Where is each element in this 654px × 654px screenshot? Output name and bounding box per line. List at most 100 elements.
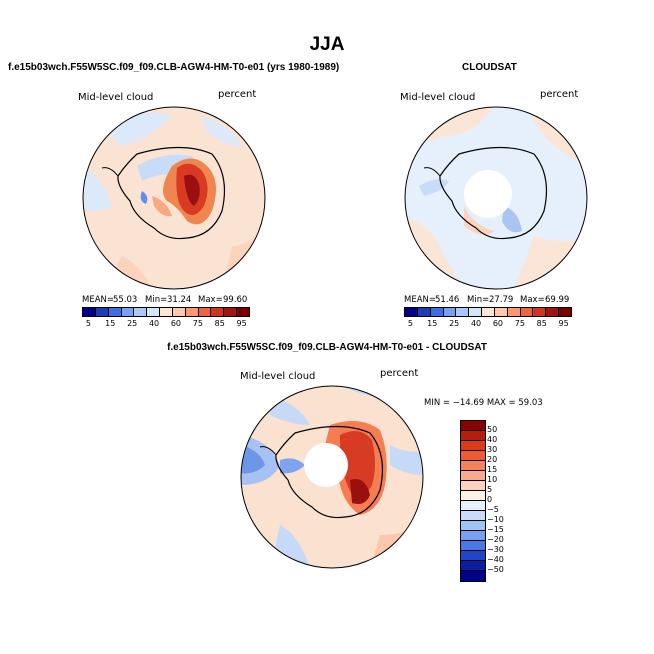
colorbar-swatch xyxy=(134,308,148,316)
colorbar-swatch xyxy=(461,511,485,521)
colorbar-tick-label: 30 xyxy=(487,445,498,454)
colorbar-tick-label: −15 xyxy=(487,525,504,534)
colorbar-swatch xyxy=(172,308,186,316)
colorbar-swatch xyxy=(546,308,560,316)
colorbar-tick-label: 0 xyxy=(487,495,493,504)
colorbar-swatch xyxy=(461,431,485,441)
colorbar-swatch xyxy=(108,308,122,316)
colorbar-tick-label: 5 xyxy=(487,485,493,494)
colorbar-tick-label: −50 xyxy=(487,565,504,574)
colorbar-swatch xyxy=(461,421,485,431)
colorbar-swatch xyxy=(461,501,485,511)
panel1-case-title: f.e15b03wch.F55W5SC.f09_f09.CLB-AGW4-HM-… xyxy=(8,62,340,73)
colorbar-swatch xyxy=(461,531,485,541)
figure-title: JJA xyxy=(309,34,345,55)
colorbar-tick-label: 75 xyxy=(192,319,203,328)
colorbar-swatch xyxy=(469,308,483,316)
colorbar-tick-label: 25 xyxy=(449,319,460,328)
panel2-polar-map xyxy=(404,106,588,290)
colorbar-swatch xyxy=(405,308,418,316)
colorbar-swatch xyxy=(461,551,485,561)
panel2-max-value: 69.99 xyxy=(545,295,570,305)
colorbar-tick-label: 50 xyxy=(487,425,498,434)
colorbar-tick-label: −30 xyxy=(487,545,504,554)
panel1-max-value: 99.60 xyxy=(223,295,248,305)
panel1-colorbar xyxy=(82,307,250,317)
colorbar-swatch xyxy=(185,308,199,316)
colorbar-swatch xyxy=(160,308,173,316)
colorbar-swatch xyxy=(507,308,521,316)
colorbar-tick-label: 5 xyxy=(85,319,91,328)
panel3-units-label: percent xyxy=(380,368,419,379)
panel2-case-title: CLOUDSAT xyxy=(462,62,517,73)
colorbar-tick-label: 60 xyxy=(170,319,182,328)
colorbar-tick-label: 60 xyxy=(492,319,504,328)
colorbar-swatch xyxy=(430,308,444,316)
panel1-min-value: 31.24 xyxy=(167,295,192,305)
colorbar-swatch xyxy=(83,308,96,316)
colorbar-swatch xyxy=(443,308,457,316)
colorbar-swatch xyxy=(224,308,238,316)
panel3-colorbar-ticks: 50 40 30 20 15 10 5 0 −5 −10 −15 −20 −30 −40 −50 xyxy=(487,420,517,580)
panel2-colorbar-ticks: 5 15 25 40 60 75 85 95 xyxy=(404,319,570,329)
colorbar-tick-label: −40 xyxy=(487,555,504,564)
panel2-mean-value: 51.46 xyxy=(435,295,460,305)
colorbar-swatch xyxy=(461,471,485,481)
panel3-colorbar xyxy=(460,420,486,582)
colorbar-tick-label: 20 xyxy=(487,455,498,464)
colorbar-swatch xyxy=(461,441,485,451)
colorbar-tick-label: 15 xyxy=(487,465,498,474)
panel2-min-label: Min= xyxy=(467,295,490,305)
colorbar-tick-label: 40 xyxy=(470,319,482,328)
panel1-min-label: Min= xyxy=(145,295,168,305)
panel2-min-value: 27.79 xyxy=(489,295,514,305)
colorbar-swatch xyxy=(461,571,485,581)
colorbar-swatch xyxy=(461,491,485,501)
panel2-units-label: percent xyxy=(540,89,579,100)
colorbar-tick-label: 95 xyxy=(558,319,569,328)
colorbar-swatch xyxy=(417,308,431,316)
panel2-mean-label: MEAN= xyxy=(404,295,436,305)
colorbar-swatch xyxy=(211,308,225,316)
colorbar-tick-label: 5 xyxy=(407,319,413,328)
colorbar-tick-label: 15 xyxy=(105,319,116,328)
panel2-max-label: Max= xyxy=(520,295,545,305)
colorbar-swatch xyxy=(461,481,485,491)
colorbar-swatch xyxy=(533,308,547,316)
colorbar-tick-label: 75 xyxy=(514,319,525,328)
colorbar-swatch xyxy=(121,308,135,316)
colorbar-tick-label: −5 xyxy=(487,505,499,514)
colorbar-tick-label: 95 xyxy=(236,319,247,328)
panel1-variable-label: Mid-level cloud xyxy=(78,92,154,103)
colorbar-swatch xyxy=(520,308,534,316)
colorbar-swatch xyxy=(237,308,249,316)
panel2-variable-label: Mid-level cloud xyxy=(400,92,476,103)
panel1-units-label: percent xyxy=(218,89,257,100)
colorbar-swatch xyxy=(461,561,485,571)
panel3-case-title: f.e15b03wch.F55W5SC.f09_f09.CLB-AGW4-HM-… xyxy=(167,342,487,353)
panel3-polar-map xyxy=(240,385,424,569)
colorbar-tick-label: 85 xyxy=(536,319,547,328)
panel1-colorbar-ticks: 5 15 25 40 60 75 85 95 xyxy=(82,319,248,329)
colorbar-tick-label: 40 xyxy=(487,435,498,444)
colorbar-swatch xyxy=(461,521,485,531)
colorbar-tick-label: 10 xyxy=(487,475,498,484)
colorbar-swatch xyxy=(494,308,508,316)
colorbar-swatch xyxy=(456,308,470,316)
colorbar-swatch xyxy=(461,461,485,471)
panel2-colorbar xyxy=(404,307,572,317)
colorbar-tick-label: 25 xyxy=(127,319,138,328)
colorbar-swatch xyxy=(482,308,495,316)
panel1-polar-map xyxy=(82,106,266,290)
colorbar-tick-label: −10 xyxy=(487,515,504,524)
colorbar-tick-label: −20 xyxy=(487,535,504,544)
panel1-mean-value: 55.03 xyxy=(113,295,138,305)
colorbar-swatch xyxy=(559,308,571,316)
colorbar-swatch xyxy=(147,308,161,316)
colorbar-tick-label: 15 xyxy=(427,319,438,328)
colorbar-swatch xyxy=(198,308,212,316)
panel3-variable-label: Mid-level cloud xyxy=(240,371,316,382)
colorbar-swatch xyxy=(461,451,485,461)
panel3-min-max-stats: MIN = −14.69 MAX = 59.03 xyxy=(424,398,543,408)
panel1-max-label: Max= xyxy=(198,295,223,305)
